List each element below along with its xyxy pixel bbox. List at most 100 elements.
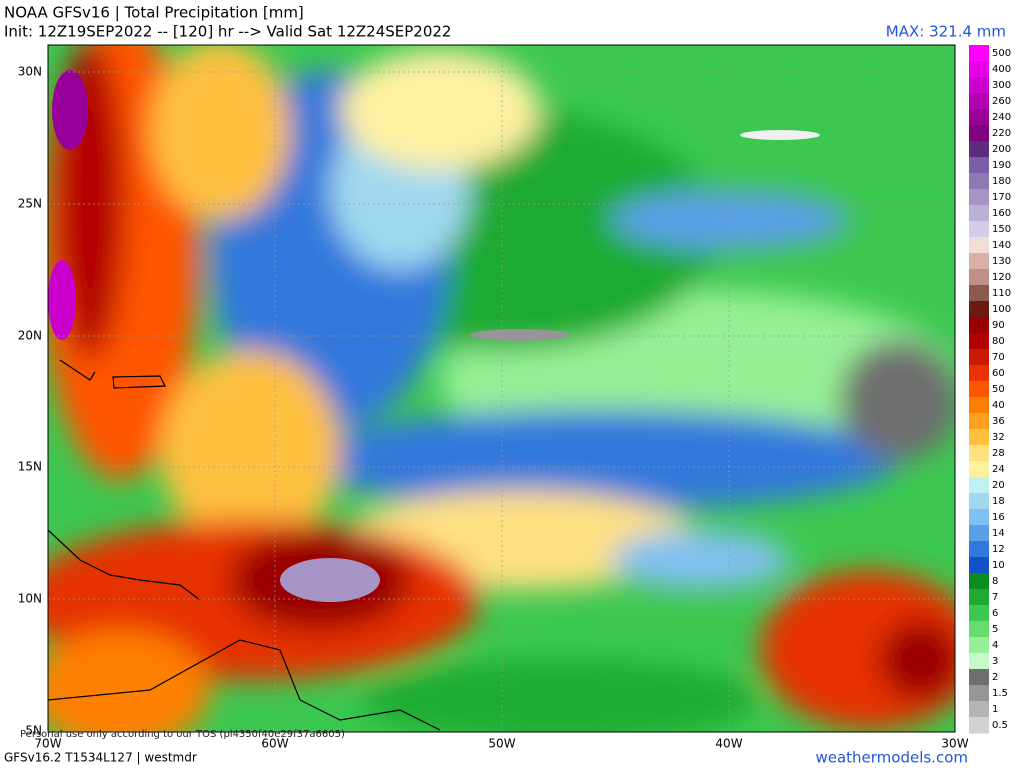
colorbar-swatch	[969, 381, 989, 398]
colorbar-label: 10	[992, 560, 1005, 571]
colorbar-label: 200	[992, 144, 1011, 155]
colorbar-label: 120	[992, 272, 1011, 283]
colorbar-label: 36	[992, 416, 1005, 427]
lon-label: 60W	[261, 737, 288, 751]
colorbar-label: 20	[992, 480, 1005, 491]
colorbar-swatch	[969, 429, 989, 446]
colorbar-label: 100	[992, 304, 1011, 315]
colorbar-swatch	[969, 141, 989, 158]
colorbar-label: 160	[992, 208, 1011, 219]
colorbar-label: 500	[992, 48, 1011, 59]
colorbar-swatch	[969, 685, 989, 702]
lat-label: 30N	[18, 65, 42, 79]
colorbar-swatch	[969, 349, 989, 366]
colorbar-label: 18	[992, 496, 1005, 507]
colorbar-swatch	[969, 413, 989, 430]
colorbar-swatch	[969, 269, 989, 286]
colorbar-label: 240	[992, 112, 1011, 123]
colorbar-swatch	[969, 157, 989, 174]
colorbar-label: 150	[992, 224, 1011, 235]
site: weathermodels.com	[815, 749, 968, 767]
colorbar-swatch	[969, 125, 989, 142]
max-value: MAX: 321.4 mm	[886, 23, 1006, 41]
lon-label: 70W	[34, 737, 61, 751]
title: NOAA GFSv16 | Total Precipitation [mm]	[4, 4, 304, 22]
colorbar-label: 8	[992, 576, 998, 587]
colorbar-label: 32	[992, 432, 1005, 443]
lat-label: 5N	[25, 724, 42, 738]
colorbar-swatch	[969, 637, 989, 654]
subtitle: Init: 12Z19SEP2022 -- [120] hr --> Valid…	[4, 23, 451, 41]
colorbar-swatch	[969, 61, 989, 78]
colorbar-swatch	[969, 77, 989, 94]
colorbar-label: 1	[992, 704, 998, 715]
colorbar-label: 50	[992, 384, 1005, 395]
colorbar-swatch	[969, 493, 989, 510]
colorbar-label: 220	[992, 128, 1011, 139]
colorbar-swatch	[969, 445, 989, 462]
lat-label: 25N	[18, 197, 42, 211]
colorbar-label: 140	[992, 240, 1011, 251]
colorbar-label: 0.5	[992, 720, 1008, 731]
colorbar-label: 3	[992, 656, 998, 667]
colorbar-swatch	[969, 397, 989, 414]
lon-label: 30W	[941, 737, 968, 751]
colorbar-swatch	[969, 717, 989, 734]
colorbar-label: 12	[992, 544, 1005, 555]
colorbar-swatch	[969, 221, 989, 238]
colorbar-label: 190	[992, 160, 1011, 171]
colorbar-swatch	[969, 589, 989, 606]
colorbar-label: 4	[992, 640, 998, 651]
lat-label: 20N	[18, 329, 42, 343]
colorbar-label: 24	[992, 464, 1005, 475]
colorbar-swatch	[969, 621, 989, 638]
colorbar-swatch	[969, 45, 989, 62]
precip-map	[48, 45, 955, 732]
colorbar-label: 14	[992, 528, 1005, 539]
colorbar-label: 170	[992, 192, 1011, 203]
lon-label: 40W	[715, 737, 742, 751]
colorbar-label: 70	[992, 352, 1005, 363]
colorbar-label: 180	[992, 176, 1011, 187]
lat-label: 10N	[18, 592, 42, 606]
colorbar-swatch	[969, 253, 989, 270]
colorbar-label: 260	[992, 96, 1011, 107]
colorbar-label: 5	[992, 624, 998, 635]
colorbar-swatch	[969, 525, 989, 542]
colorbar-swatch	[969, 477, 989, 494]
colorbar-swatch	[969, 557, 989, 574]
colorbar-label: 16	[992, 512, 1005, 523]
colorbar-swatch	[969, 333, 989, 350]
colorbar-label: 6	[992, 608, 998, 619]
colorbar-label: 90	[992, 320, 1005, 331]
colorbar-label: 110	[992, 288, 1011, 299]
map-frame	[47, 44, 956, 733]
colorbar-swatch	[969, 365, 989, 382]
colorbar-swatch	[969, 189, 989, 206]
colorbar-label: 130	[992, 256, 1011, 267]
colorbar-label: 28	[992, 448, 1005, 459]
colorbar-swatch	[969, 173, 989, 190]
colorbar-swatch	[969, 205, 989, 222]
colorbar-swatch	[969, 653, 989, 670]
lat-label: 15N	[18, 460, 42, 474]
colorbar-label: 400	[992, 64, 1011, 75]
colorbar-swatch	[969, 605, 989, 622]
colorbar-label: 60	[992, 368, 1005, 379]
colorbar-swatch	[969, 237, 989, 254]
colorbar-swatch	[969, 301, 989, 318]
colorbar-swatch	[969, 317, 989, 334]
colorbar-label: 300	[992, 80, 1011, 91]
colorbar-label: 7	[992, 592, 998, 603]
colorbar-label: 1.5	[992, 688, 1008, 699]
colorbar-swatch	[969, 461, 989, 478]
colorbar-swatch	[969, 509, 989, 526]
colorbar-swatch	[969, 109, 989, 126]
colorbar-swatch	[969, 541, 989, 558]
notice: Personal use only according to our TOS (…	[20, 729, 345, 740]
footer-left: GFSv16.2 T1534L127 | westmdr	[4, 751, 197, 765]
colorbar-label: 2	[992, 672, 998, 683]
colorbar-swatch	[969, 701, 989, 718]
colorbar-label: 80	[992, 336, 1005, 347]
